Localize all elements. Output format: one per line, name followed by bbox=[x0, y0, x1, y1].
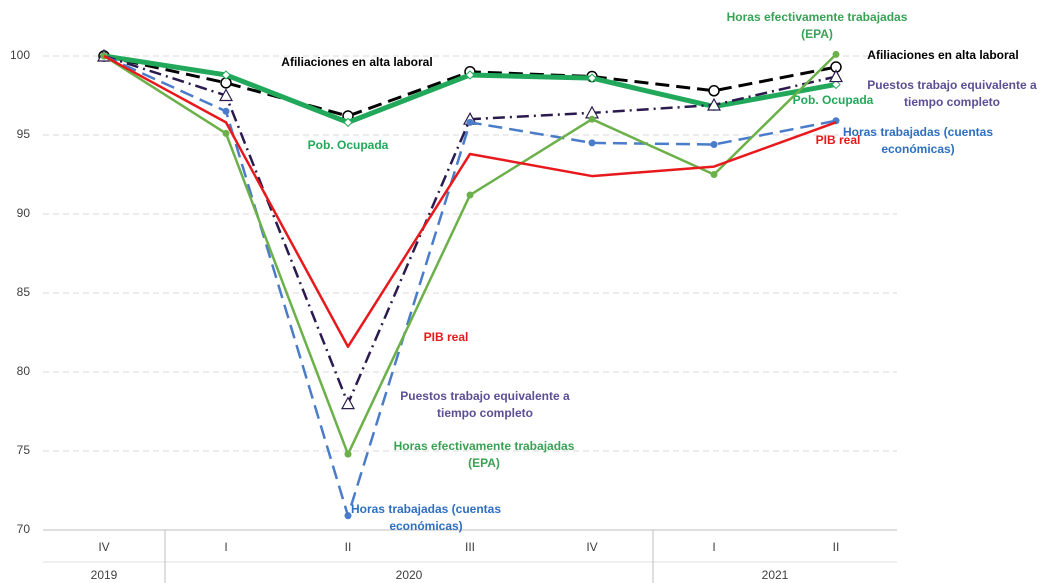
series-label-line: Horas trabajadas (cuentas bbox=[843, 125, 993, 139]
marker bbox=[708, 85, 720, 97]
y-tick-label: 70 bbox=[17, 522, 31, 536]
marker bbox=[466, 118, 474, 126]
year-label: 2021 bbox=[762, 568, 789, 582]
series-label-line: Puestos trabajo equivalente a bbox=[400, 389, 570, 403]
marker bbox=[221, 70, 231, 80]
year-label: 2019 bbox=[91, 568, 118, 582]
marker bbox=[340, 396, 356, 410]
series-label: Puestos trabajo equivalente a tiempo comp… bbox=[400, 389, 570, 420]
marker bbox=[710, 140, 718, 148]
y-tick-label: 90 bbox=[17, 206, 31, 220]
y-tick-label: 75 bbox=[17, 443, 31, 457]
y-tick-label: 85 bbox=[17, 285, 31, 299]
marker bbox=[832, 50, 840, 58]
marker bbox=[344, 450, 352, 458]
marker bbox=[343, 117, 353, 128]
series-label-line: Puestos trabajo equivalente a bbox=[867, 78, 1037, 92]
series-label: PIB real bbox=[424, 330, 469, 344]
series-label: Pob. Ocupada bbox=[308, 138, 389, 152]
series-label-line: Pob. Ocupada bbox=[308, 138, 389, 152]
marker bbox=[222, 129, 230, 137]
marker bbox=[828, 69, 844, 83]
x-tick-label: I bbox=[712, 540, 715, 554]
marker bbox=[465, 70, 475, 80]
x-tick-label: IV bbox=[586, 540, 597, 554]
series-line bbox=[103, 54, 837, 118]
series-label: Horas trabajadas (cuentas económicas) bbox=[843, 125, 993, 156]
x-tick-label: I bbox=[224, 540, 227, 554]
series-label: Pob. Ocupada bbox=[793, 93, 874, 107]
series-label-line: PIB real bbox=[816, 133, 861, 147]
series-line bbox=[103, 54, 837, 348]
series-label: Horas efectivamente trabajadas (EPA) bbox=[727, 10, 908, 41]
series-label-line: Pob. Ocupada bbox=[793, 93, 874, 107]
series-label-line: Horas trabajadas (cuentas bbox=[351, 502, 501, 516]
marker bbox=[588, 115, 596, 123]
series-label-line: Afiliaciones en alta laboral bbox=[281, 55, 432, 69]
year-label: 2020 bbox=[396, 568, 423, 582]
series-label: Puestos trabajo equivalente a tiempo comp… bbox=[867, 78, 1037, 109]
marker bbox=[587, 73, 597, 83]
marker bbox=[466, 191, 474, 199]
series-label: PIB real bbox=[816, 133, 861, 147]
x-tick-label: IV bbox=[98, 540, 109, 554]
marker bbox=[710, 171, 718, 178]
series-label: Afiliaciones en alta laboral bbox=[867, 48, 1018, 62]
series-label-line: tiempo completo bbox=[437, 406, 533, 420]
x-tick-label: II bbox=[833, 540, 840, 554]
y-tick-label: 95 bbox=[17, 127, 31, 141]
series-label: Horas efectivamente trabajadas (EPA) bbox=[394, 439, 575, 470]
series-label-line: (EPA) bbox=[468, 456, 500, 470]
y-tick-label: 100 bbox=[10, 48, 30, 62]
series-label: Afiliaciones en alta laboral bbox=[281, 55, 432, 69]
marker bbox=[222, 107, 230, 115]
series-label: Horas trabajadas (cuentas económicas) bbox=[351, 502, 501, 533]
series-label-line: Horas efectivamente trabajadas bbox=[727, 10, 908, 24]
marker bbox=[588, 139, 596, 147]
y-tick-label: 80 bbox=[17, 364, 31, 378]
series-label-line: tiempo completo bbox=[904, 95, 1000, 109]
marker bbox=[706, 97, 722, 111]
series-label-line: PIB real bbox=[424, 330, 469, 344]
series-label-line: económicas) bbox=[881, 142, 954, 156]
series-label-line: Afiliaciones en alta laboral bbox=[867, 48, 1018, 62]
marker bbox=[344, 512, 352, 520]
series-line bbox=[103, 54, 837, 405]
x-tick-label: III bbox=[465, 540, 475, 554]
marker bbox=[831, 79, 841, 90]
series-label-line: económicas) bbox=[389, 519, 462, 533]
series-label-line: Horas efectivamente trabajadas bbox=[394, 439, 575, 453]
series-label-line: (EPA) bbox=[801, 27, 833, 41]
x-tick-label: II bbox=[345, 540, 352, 554]
marker bbox=[218, 88, 234, 102]
